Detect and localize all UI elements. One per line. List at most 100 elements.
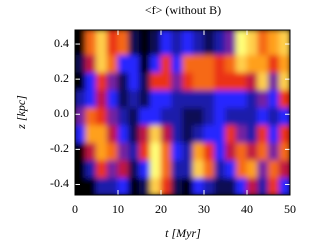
plot-frame: [74, 29, 291, 196]
heatmap-cell: [106, 141, 119, 161]
heatmap-cell: [235, 159, 248, 178]
heatmap-cell: [128, 54, 140, 73]
heatmap-cell: [117, 176, 130, 195]
x-tick-label: 40: [241, 202, 253, 216]
heatmap-cell: [85, 54, 97, 73]
heatmap-cell: [139, 124, 151, 143]
heatmap-cell: [128, 124, 140, 143]
heatmap-cell: [225, 30, 237, 56]
heatmap-cell: [203, 176, 216, 195]
heatmap-cell: [128, 71, 140, 91]
y-tick-label: -0.2: [50, 141, 69, 155]
heatmap-cell: [214, 159, 226, 178]
heatmap-cell: [139, 141, 151, 161]
heatmap-cell: [214, 141, 226, 161]
chart-title: <f> (without B): [145, 3, 221, 17]
heatmap-cell: [160, 89, 173, 108]
heatmap-cell: [268, 71, 280, 91]
heatmap-cell: [75, 30, 87, 56]
heatmap-cell: [160, 54, 173, 73]
heatmap-cell: [192, 30, 205, 56]
heatmap-cell: [235, 71, 248, 91]
heatmap-cell: [182, 141, 194, 161]
x-tick-label: 20: [155, 202, 167, 216]
heatmap-cell: [268, 124, 280, 143]
heatmap-cell: [117, 141, 130, 161]
y-tick-label: 0.0: [54, 106, 69, 120]
heatmap-cell: [139, 30, 151, 56]
heatmap-cell: [96, 141, 108, 161]
heatmap-cell: [257, 176, 269, 195]
heatmap-cell: [75, 124, 87, 143]
heatmap: [75, 30, 290, 195]
heatmap-cell: [149, 106, 162, 126]
heatmap-cell: [149, 54, 162, 73]
heatmap-cell: [96, 54, 108, 73]
heatmap-cell: [246, 141, 259, 161]
heatmap-cell: [106, 106, 119, 126]
heatmap-cell: [149, 159, 162, 178]
heatmap-cell: [246, 124, 259, 143]
heatmap-cell: [96, 176, 108, 195]
y-tick-label: 0.4: [54, 36, 69, 50]
heatmap-cell: [149, 124, 162, 143]
heatmap-cell: [246, 89, 259, 108]
heatmap-cells: [75, 30, 290, 195]
heatmap-cell: [106, 159, 119, 178]
heatmap-cell: [85, 30, 97, 56]
heatmap-cell: [203, 124, 216, 143]
heatmap-cell: [96, 89, 108, 108]
heatmap-cell: [117, 89, 130, 108]
heatmap-cell: [160, 176, 173, 195]
heatmap-cell: [171, 176, 183, 195]
heatmap-cell: [171, 89, 183, 108]
heatmap-cell: [235, 141, 248, 161]
heatmap-cell: [182, 106, 194, 126]
heatmap-cell: [182, 71, 194, 91]
heatmap-cell: [139, 89, 151, 108]
heatmap-cell: [128, 89, 140, 108]
heatmap-cell: [246, 106, 259, 126]
heatmap-cell: [139, 71, 151, 91]
heatmap-cell: [268, 30, 280, 56]
heatmap-cell: [192, 141, 205, 161]
heatmap-cell: [203, 106, 216, 126]
y-tick-label: 0.2: [54, 71, 69, 85]
heatmap-cell: [278, 141, 290, 161]
heatmap-cell: [96, 71, 108, 91]
heatmap-cell: [214, 30, 226, 56]
heatmap-cell: [257, 106, 269, 126]
heatmap-cell: [96, 124, 108, 143]
heatmap-cell: [171, 141, 183, 161]
heatmap-cell: [246, 30, 259, 56]
heatmap-cell: [235, 54, 248, 73]
heatmap-cell: [128, 159, 140, 178]
heatmap-cell: [214, 71, 226, 91]
heatmap-cell: [171, 54, 183, 73]
heatmap-cell: [192, 89, 205, 108]
heatmap-cell: [278, 89, 290, 108]
heatmap-cell: [192, 159, 205, 178]
heatmap-cell: [85, 159, 97, 178]
heatmap-cell: [268, 141, 280, 161]
heatmap-cell: [182, 89, 194, 108]
heatmap-cell: [75, 89, 87, 108]
heatmap-cell: [214, 54, 226, 73]
heatmap-cell: [235, 30, 248, 56]
x-tick-label: 0: [72, 202, 78, 216]
heatmap-cell: [160, 71, 173, 91]
heatmap-cell: [85, 89, 97, 108]
heatmap-cell: [192, 71, 205, 91]
heatmap-cell: [192, 106, 205, 126]
heatmap-cell: [225, 71, 237, 91]
axes: 0 10 20 30 40 50 -0.4 -0.2 0.0 0.2 0.4: [50, 30, 296, 216]
heatmap-cell: [106, 124, 119, 143]
heatmap-cell: [257, 89, 269, 108]
heatmap-cell: [203, 30, 216, 56]
heatmap-cell: [160, 30, 173, 56]
heatmap-cell: [246, 54, 259, 73]
heatmap-cell: [171, 30, 183, 56]
heatmap-cell: [225, 176, 237, 195]
heatmap-cell: [192, 124, 205, 143]
heatmap-cell: [235, 176, 248, 195]
